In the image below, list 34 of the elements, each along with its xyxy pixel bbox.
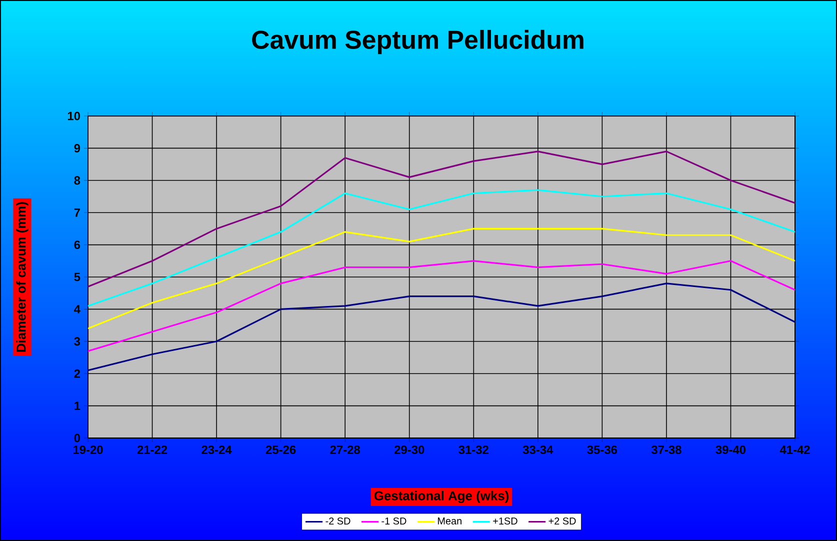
chart-title: Cavum Septum Pellucidum bbox=[252, 30, 584, 54]
y-tick-label: 2 bbox=[74, 369, 80, 378]
legend-label: +1SD bbox=[493, 517, 518, 525]
legend-label: +2 SD bbox=[548, 517, 576, 525]
y-tick-label: 9 bbox=[74, 144, 80, 152]
y-tick-label: 3 bbox=[74, 337, 80, 346]
y-tick-label: 4 bbox=[74, 305, 80, 314]
x-tick-label: 23-24 bbox=[202, 446, 232, 454]
legend-label: -2 SD bbox=[326, 517, 350, 525]
x-tick-label: 27-28 bbox=[330, 446, 360, 454]
x-tick-label: 41-42 bbox=[780, 446, 810, 454]
x-tick-label: 29-30 bbox=[394, 446, 424, 454]
legend-label: Mean bbox=[438, 518, 462, 524]
y-axis-title: Diameter of cavum (mm) bbox=[16, 202, 28, 352]
x-tick-label: 37-38 bbox=[651, 446, 682, 454]
x-tick-label: 33-34 bbox=[522, 446, 554, 454]
y-tick-label: 8 bbox=[74, 176, 80, 185]
y-tick-label: 6 bbox=[74, 240, 80, 250]
x-tick-label: 39-40 bbox=[716, 446, 746, 454]
x-axis-title: Gestational Age (wks) bbox=[374, 490, 508, 503]
x-tick-label: 25-26 bbox=[266, 446, 296, 454]
y-tick-label: 0 bbox=[74, 434, 80, 442]
line-series bbox=[88, 282, 796, 372]
legend-label: -1 SD bbox=[382, 517, 406, 525]
x-tick-label: 19-20 bbox=[73, 446, 103, 454]
line-series bbox=[88, 150, 796, 288]
x-tick-label: 21-22 bbox=[137, 446, 168, 454]
x-tick-label: 35-36 bbox=[587, 446, 618, 454]
y-tick-label: 10 bbox=[68, 112, 80, 120]
y-tick-label: 1 bbox=[74, 402, 80, 410]
x-tick-label: 31-32 bbox=[458, 446, 488, 454]
y-tick-label: 5 bbox=[74, 272, 80, 282]
y-tick-label: 7 bbox=[74, 208, 80, 217]
line-series bbox=[88, 189, 796, 307]
